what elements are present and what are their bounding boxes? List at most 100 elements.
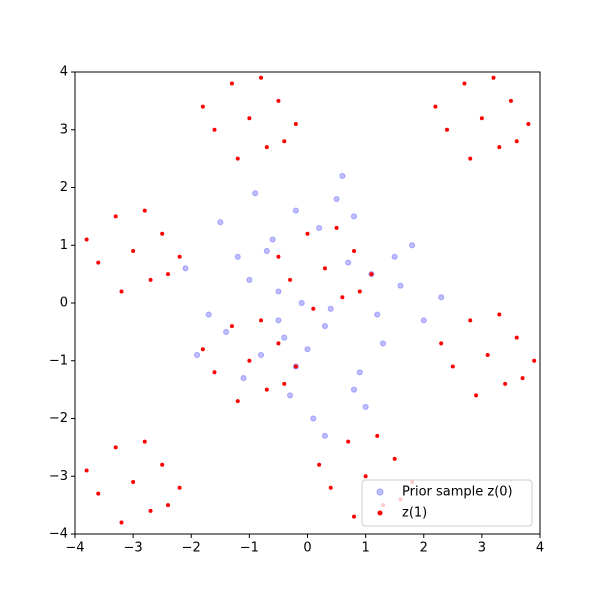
point xyxy=(177,485,182,490)
point xyxy=(350,213,358,220)
y-tick-label: −4 xyxy=(49,527,68,542)
point xyxy=(321,432,329,439)
point xyxy=(205,311,212,318)
point xyxy=(282,139,287,144)
point xyxy=(468,318,473,323)
point xyxy=(292,207,299,214)
point xyxy=(212,127,217,132)
y-tick-label: 4 xyxy=(60,65,68,80)
point xyxy=(334,225,339,230)
point xyxy=(119,520,124,525)
x-tick-label: 4 xyxy=(536,541,544,556)
point xyxy=(439,341,444,346)
point xyxy=(264,145,269,150)
point xyxy=(450,364,455,369)
point xyxy=(526,121,531,126)
point xyxy=(362,403,369,411)
point xyxy=(113,445,118,450)
point xyxy=(433,104,438,109)
point xyxy=(84,237,89,242)
point xyxy=(160,462,165,467)
series xyxy=(84,75,537,525)
point xyxy=(259,75,263,80)
y-tick-label: −3 xyxy=(49,469,68,484)
x-tick-label: −2 xyxy=(182,541,201,556)
point xyxy=(286,392,294,399)
point xyxy=(491,75,496,80)
point xyxy=(462,81,467,86)
point xyxy=(235,399,240,404)
point xyxy=(514,139,519,144)
point xyxy=(379,340,387,347)
point xyxy=(84,468,89,473)
legend-label: Prior sample z(0) xyxy=(402,485,513,500)
point xyxy=(345,259,352,266)
point xyxy=(293,121,298,126)
point xyxy=(346,439,351,444)
point xyxy=(520,376,525,381)
point xyxy=(468,156,473,161)
point xyxy=(259,318,263,323)
point xyxy=(263,247,270,255)
point xyxy=(275,317,282,324)
point xyxy=(96,260,101,265)
point xyxy=(182,265,189,272)
point xyxy=(438,294,445,301)
legend-marker xyxy=(377,510,383,516)
point xyxy=(166,503,170,508)
point xyxy=(508,98,513,103)
point xyxy=(96,491,101,496)
x-tick-label: −4 xyxy=(65,541,84,556)
legend-label: z(1) xyxy=(402,506,427,521)
point xyxy=(247,358,252,363)
y-tick-label: 2 xyxy=(60,180,68,195)
point xyxy=(321,323,329,330)
point xyxy=(119,289,124,294)
point xyxy=(397,282,404,289)
point xyxy=(322,266,327,271)
point xyxy=(235,156,240,161)
point xyxy=(352,514,356,519)
point xyxy=(485,352,490,357)
y-tick-label: 3 xyxy=(60,122,68,137)
point xyxy=(357,289,362,294)
point xyxy=(356,369,363,376)
point xyxy=(217,219,224,226)
point xyxy=(420,317,427,324)
point xyxy=(310,415,317,422)
point xyxy=(363,474,368,479)
point xyxy=(474,393,479,398)
point xyxy=(148,508,153,513)
y-tick-label: 0 xyxy=(60,296,68,311)
point xyxy=(503,381,508,386)
point xyxy=(200,104,205,109)
point xyxy=(340,295,345,300)
point xyxy=(339,172,346,180)
point xyxy=(532,358,537,363)
point xyxy=(264,387,269,392)
y-tick-label: 1 xyxy=(60,238,68,253)
point xyxy=(275,288,282,295)
point xyxy=(327,305,334,312)
point xyxy=(304,346,311,353)
point xyxy=(333,195,340,203)
point xyxy=(252,190,259,197)
point xyxy=(229,81,234,86)
point xyxy=(375,433,380,438)
point xyxy=(257,351,265,359)
legend-marker xyxy=(376,488,384,496)
point xyxy=(193,351,201,359)
point xyxy=(166,272,170,277)
x-tick-label: 1 xyxy=(361,541,369,556)
point xyxy=(479,116,484,121)
point xyxy=(131,249,136,254)
point xyxy=(311,306,316,311)
point xyxy=(142,208,147,213)
point xyxy=(276,254,281,259)
point xyxy=(246,276,253,283)
point xyxy=(148,277,153,282)
point xyxy=(229,324,234,329)
x-tick-label: −3 xyxy=(124,541,143,556)
x-tick-label: 3 xyxy=(478,541,486,556)
point xyxy=(445,127,449,132)
